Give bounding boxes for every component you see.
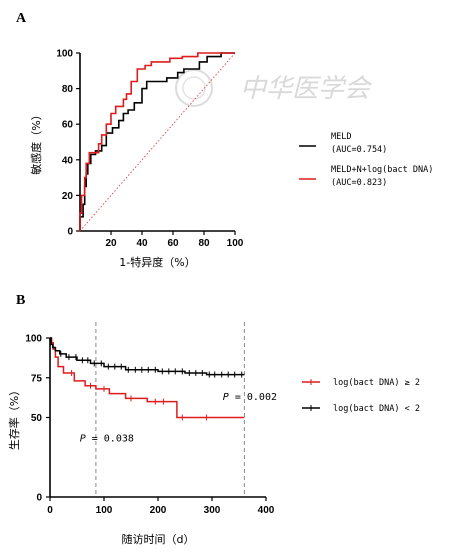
y-tick-label: 100 (25, 334, 42, 345)
x-tick-label: 80 (198, 238, 210, 249)
x-tick-label: 100 (227, 238, 244, 249)
legend-auc: (AUC=0.754) (331, 145, 387, 155)
y-tick-label: 50 (31, 413, 43, 424)
x-axis-title: 1-特异度（%） (119, 255, 195, 269)
watermark-seal-icon (175, 69, 213, 107)
roc-series-line-combined (79, 52, 235, 231)
watermark: 中华医学会 (175, 69, 373, 107)
legend-auc: (AUC=0.823) (331, 178, 387, 188)
x-tick-label: 200 (150, 505, 167, 516)
y-tick-label: 60 (62, 120, 74, 131)
y-axis-title: 敏感度（%） (29, 109, 43, 174)
panel-b-label: B (16, 293, 25, 308)
x-tick-label: 60 (167, 238, 179, 249)
reference-diagonal-line (79, 52, 236, 232)
watermark-text: 中华医学会 (240, 74, 373, 104)
survival-line-low-dna (50, 337, 245, 376)
y-tick-label: 20 (62, 191, 74, 202)
x-tick-label: 0 (47, 505, 53, 516)
y-tick-label: 80 (62, 84, 74, 95)
y-tick-label: 40 (62, 155, 74, 166)
x-axis-title: 随访时间（d） (122, 532, 195, 546)
p-value-annotation: P = 0.002 (223, 392, 277, 403)
legend-label: MELD (331, 132, 351, 142)
legend-label: log(bact DNA) < 2 (333, 404, 420, 414)
y-tick-label: 100 (56, 49, 73, 60)
y-tick-label: 75 (31, 373, 43, 384)
y-axis-title: 生存率（%） (7, 385, 21, 450)
y-tick-label: 0 (36, 493, 42, 504)
x-tick-label: 400 (258, 505, 275, 516)
legend-label: MELD+N+log(bact DNA) (331, 165, 433, 175)
p-value-number: = 0.002 (229, 392, 277, 403)
survival-line-high-dna (50, 337, 245, 419)
x-tick-label: 20 (105, 238, 117, 249)
p-value-number: = 0.038 (86, 433, 134, 444)
p-value-symbol: P (223, 392, 229, 403)
roc-chart: 20 40 60 80 100 0 20 40 60 80 100 1-特异度（%） 敏感度（%） MEL… (29, 49, 433, 270)
p-value-symbol: P (80, 433, 86, 444)
panel-a-label: A (16, 11, 27, 26)
y-tick-label: 0 (67, 227, 73, 238)
p-value-annotation: P = 0.038 (80, 433, 134, 444)
watermark-seal-inner-icon (182, 76, 206, 100)
legend-label: log(bact DNA) ≥ 2 (333, 378, 420, 388)
x-tick-label: 100 (96, 505, 113, 516)
x-tick-label: 40 (136, 238, 148, 249)
x-tick-label: 300 (204, 505, 221, 516)
